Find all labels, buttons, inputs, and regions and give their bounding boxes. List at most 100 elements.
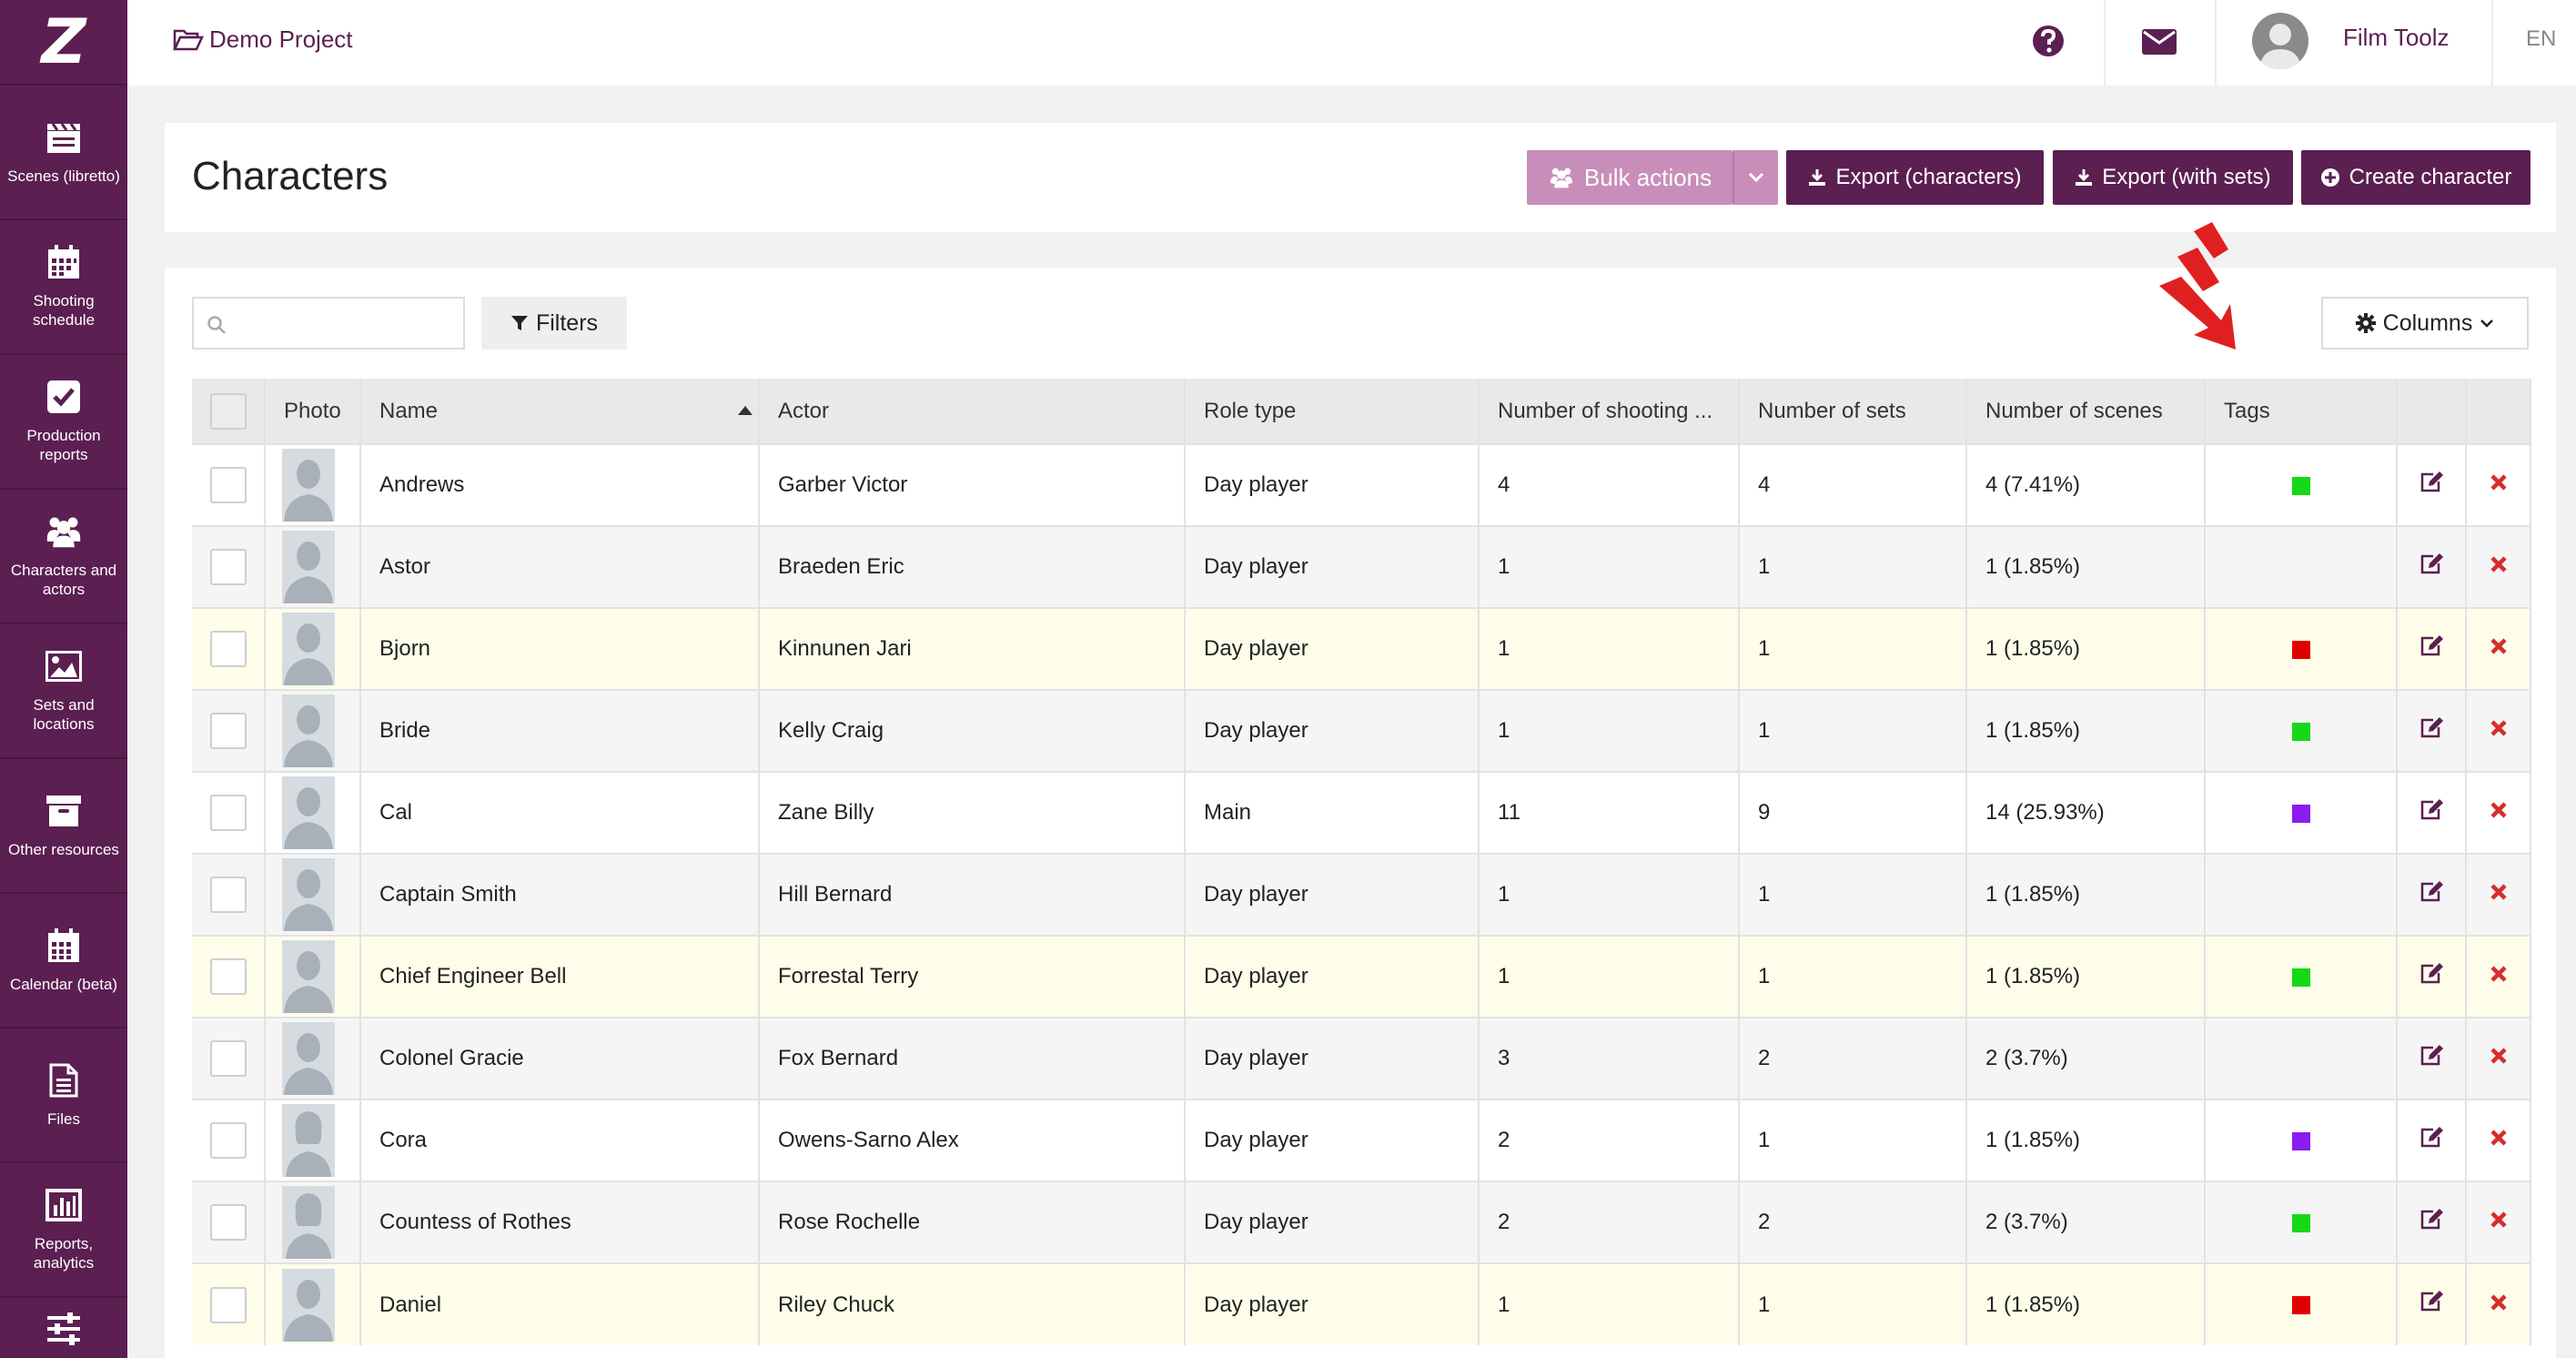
row-checkbox[interactable] <box>192 935 266 1018</box>
edit-button[interactable] <box>2397 853 2467 936</box>
filters-button[interactable]: Filters <box>481 297 627 350</box>
table-row[interactable]: Countess of Rothes Rose Rochelle Day playe… <box>192 1181 2531 1263</box>
delete-button[interactable] <box>2466 525 2531 608</box>
table-row[interactable]: Chief Engineer Bell Forrestal Terry Day pl… <box>192 935 2531 1018</box>
user-name[interactable]: Film Toolz <box>2343 24 2450 51</box>
character-name[interactable]: Countess of Rothes <box>360 1181 760 1263</box>
character-name[interactable]: Bride <box>360 689 760 772</box>
scenes-count: 14 (25.93%) <box>1966 771 2206 854</box>
row-checkbox[interactable] <box>192 1017 266 1100</box>
character-name[interactable]: Captain Smith <box>360 853 760 936</box>
project-link[interactable]: Demo Project <box>173 25 353 54</box>
edit-button[interactable] <box>2397 689 2467 772</box>
character-name[interactable]: Bjorn <box>360 607 760 690</box>
delete-button[interactable] <box>2466 935 2531 1018</box>
row-checkbox[interactable] <box>192 525 266 608</box>
delete-button[interactable] <box>2466 443 2531 526</box>
sidebar-item-label: Files <box>47 1110 80 1128</box>
select-all-checkbox[interactable] <box>192 379 266 444</box>
delete-button[interactable] <box>2466 1017 2531 1100</box>
column-header-name[interactable]: Name <box>360 379 760 444</box>
sidebar-item-calendar[interactable]: Calendar (beta) <box>0 894 127 1029</box>
table-row[interactable]: Captain Smith Hill Bernard Day player 1 1 1 (… <box>192 853 2531 936</box>
delete-button[interactable] <box>2466 1262 2531 1345</box>
chevron-down-icon <box>2480 319 2494 328</box>
sidebar-item-label: Reports, analytics <box>33 1235 95 1272</box>
delete-button[interactable] <box>2466 1099 2531 1181</box>
character-name[interactable]: Andrews <box>360 443 760 526</box>
export-characters-button[interactable]: Export (characters) <box>1786 150 2044 205</box>
edit-button[interactable] <box>2397 607 2467 690</box>
table-row[interactable]: Bride Kelly Craig Day player 1 1 1 (1.85%) <box>192 689 2531 772</box>
row-checkbox[interactable] <box>192 443 266 526</box>
row-checkbox[interactable] <box>192 771 266 854</box>
character-name[interactable]: Daniel <box>360 1262 760 1345</box>
edit-button[interactable] <box>2397 525 2467 608</box>
table-row[interactable]: Cora Owens-Sarno Alex Day player 2 1 1 (1.85%… <box>192 1099 2531 1181</box>
column-header-actor[interactable]: Actor <box>759 379 1186 444</box>
edit-button[interactable] <box>2397 1262 2467 1345</box>
column-header-shooting[interactable]: Number of shooting ... <box>1479 379 1740 444</box>
edit-button[interactable] <box>2397 935 2467 1018</box>
language-selector[interactable]: EN <box>2526 26 2557 51</box>
table-row[interactable]: Bjorn Kinnunen Jari Day player 1 1 1 (1.85%) <box>192 607 2531 690</box>
character-name[interactable]: Cora <box>360 1099 760 1181</box>
columns-dropdown[interactable]: Columns <box>2321 297 2529 350</box>
close-icon <box>2490 1293 2507 1311</box>
character-name[interactable]: Colonel Gracie <box>360 1017 760 1100</box>
delete-button[interactable] <box>2466 689 2531 772</box>
character-name[interactable]: Chief Engineer Bell <box>360 935 760 1018</box>
row-checkbox[interactable] <box>192 1181 266 1263</box>
sets-count: 1 <box>1739 525 1967 608</box>
delete-button[interactable] <box>2466 1181 2531 1263</box>
avatar[interactable] <box>2252 13 2308 69</box>
table-row[interactable]: Cal Zane Billy Main 11 9 14 (25.93%) <box>192 771 2531 854</box>
sets-count: 1 <box>1739 1262 1967 1345</box>
tags-cell <box>2205 1017 2398 1100</box>
edit-button[interactable] <box>2397 771 2467 854</box>
table-row[interactable]: Astor Braeden Eric Day player 1 1 1 (1.85%) <box>192 525 2531 608</box>
bulk-actions-dropdown[interactable] <box>1732 150 1778 205</box>
sidebar-item-production-reports[interactable]: Production reports <box>0 355 127 490</box>
sidebar-item-settings[interactable] <box>0 1298 127 1358</box>
table-row[interactable]: Colonel Gracie Fox Bernard Day player 3 2 2 (… <box>192 1017 2531 1100</box>
row-checkbox[interactable] <box>192 1262 266 1345</box>
column-header-role-type[interactable]: Role type <box>1185 379 1480 444</box>
create-character-button[interactable]: Create character <box>2301 150 2531 205</box>
character-name[interactable]: Astor <box>360 525 760 608</box>
table-row[interactable]: Andrews Garber Victor Day player 4 4 4 (7.41%… <box>192 443 2531 526</box>
help-icon[interactable] <box>2032 25 2065 62</box>
row-checkbox[interactable] <box>192 853 266 936</box>
character-name[interactable]: Cal <box>360 771 760 854</box>
app-logo[interactable]: Z <box>0 0 127 86</box>
delete-button[interactable] <box>2466 771 2531 854</box>
export-with-sets-button[interactable]: Export (with sets) <box>2053 150 2293 205</box>
edit-button[interactable] <box>2397 1017 2467 1100</box>
search-input[interactable] <box>192 297 465 350</box>
sidebar-item-characters[interactable]: Characters and actors <box>0 490 127 624</box>
sidebar-item-reports[interactable]: Reports, analytics <box>0 1163 127 1298</box>
role-type: Day player <box>1185 607 1480 690</box>
edit-button[interactable] <box>2397 1181 2467 1263</box>
sidebar-item-sets[interactable]: Sets and locations <box>0 624 127 759</box>
sidebar-item-shooting-schedule[interactable]: Shooting schedule <box>0 220 127 355</box>
sidebar-item-scenes[interactable]: Scenes (libretto) <box>0 86 127 220</box>
row-checkbox[interactable] <box>192 607 266 690</box>
bulk-actions-button[interactable]: Bulk actions <box>1527 150 1732 205</box>
table-row[interactable]: Daniel Riley Chuck Day player 1 1 1 (1.85%) <box>192 1262 2531 1345</box>
sidebar-item-files[interactable]: Files <box>0 1029 127 1163</box>
columns-label: Columns <box>2382 309 2473 336</box>
checkbox-icon <box>45 379 82 415</box>
mail-icon[interactable] <box>2141 28 2177 60</box>
shooting-count: 4 <box>1479 443 1740 526</box>
edit-button[interactable] <box>2397 443 2467 526</box>
sidebar-item-other-resources[interactable]: Other resources <box>0 759 127 894</box>
column-header-sets[interactable]: Number of sets <box>1739 379 1967 444</box>
row-checkbox[interactable] <box>192 1099 266 1181</box>
column-header-scenes[interactable]: Number of scenes <box>1966 379 2206 444</box>
edit-button[interactable] <box>2397 1099 2467 1181</box>
delete-button[interactable] <box>2466 607 2531 690</box>
delete-button[interactable] <box>2466 853 2531 936</box>
row-checkbox[interactable] <box>192 689 266 772</box>
character-photo <box>265 689 361 772</box>
